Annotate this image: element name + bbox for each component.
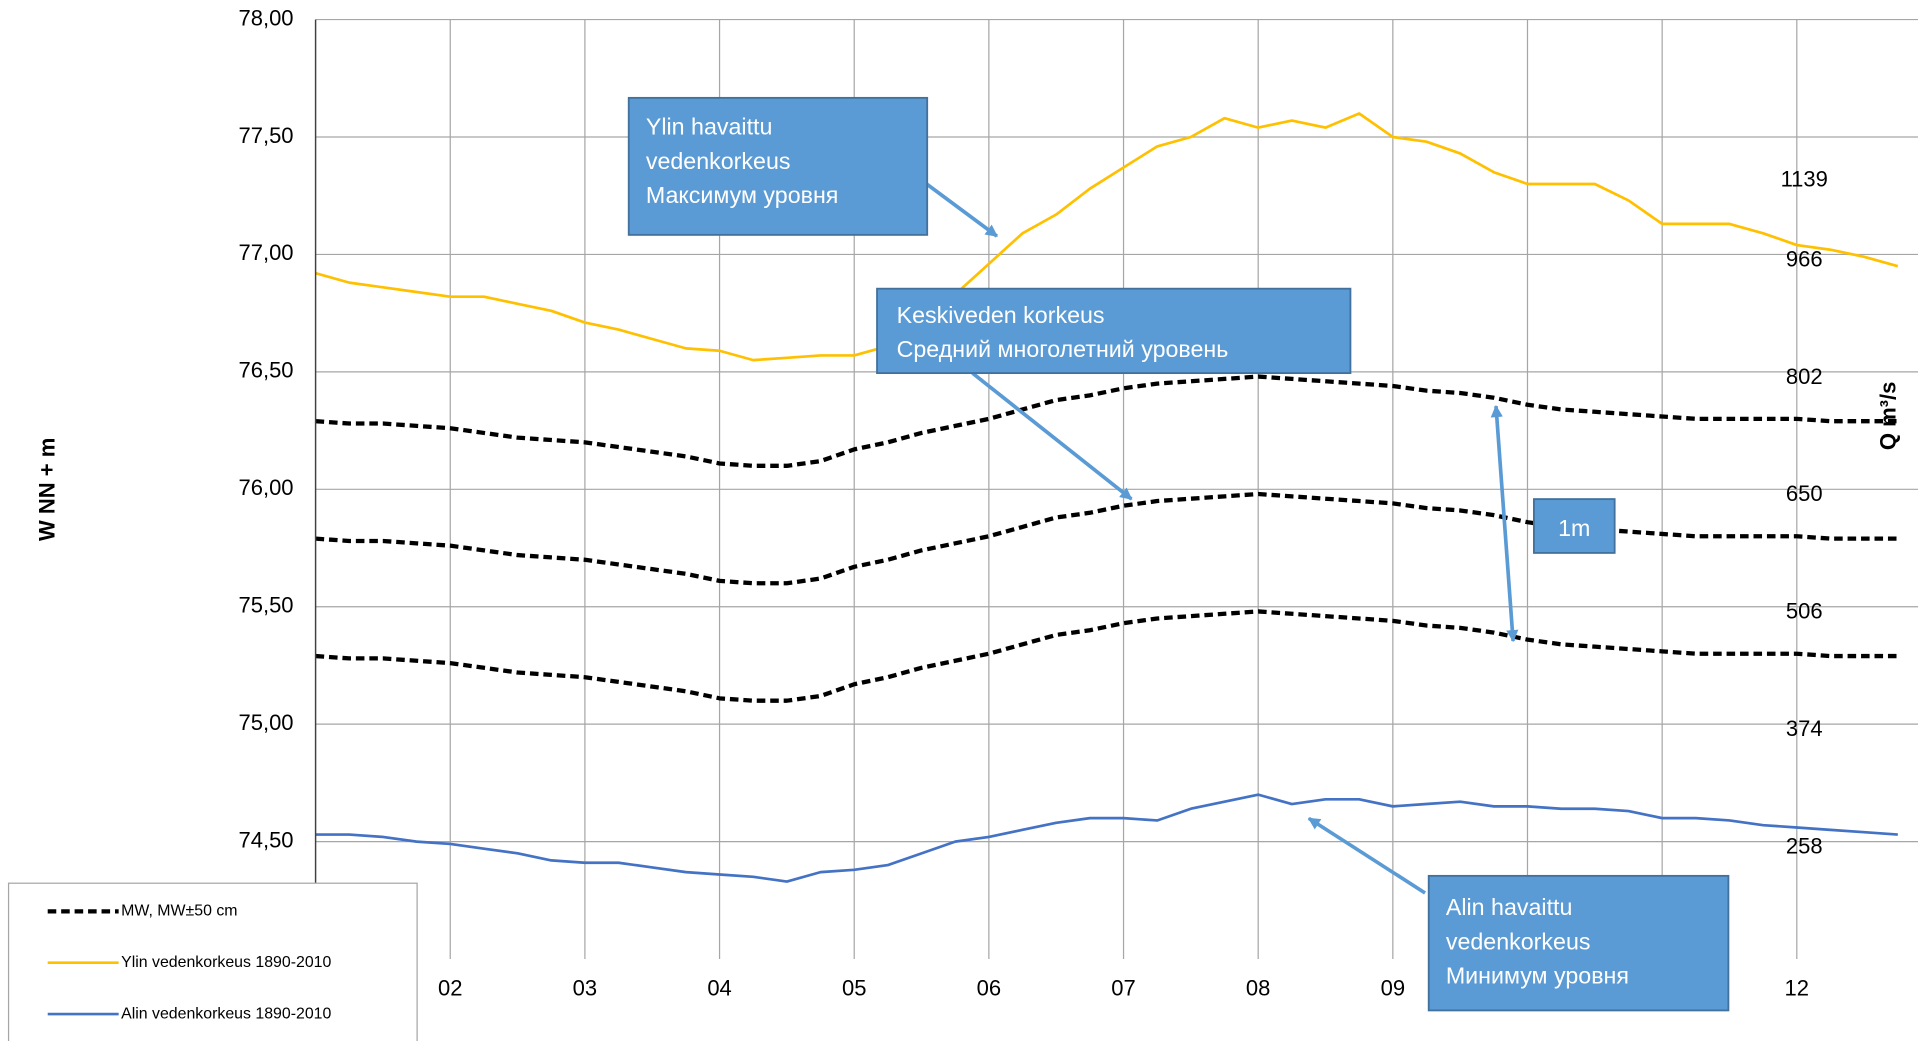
annotation-text: 1m bbox=[1558, 515, 1590, 541]
y-tick-label: 74,50 bbox=[239, 827, 294, 852]
y-tick-label: 77,00 bbox=[239, 240, 294, 265]
y-tick-label: 75,00 bbox=[239, 710, 294, 735]
legend-label: MW, MW±50 cm bbox=[121, 903, 237, 920]
y2-tick-label: 650 bbox=[1786, 481, 1823, 506]
annotation-box bbox=[627, 96, 929, 236]
series-line bbox=[315, 112, 1899, 362]
annotation-text: vedenkorkeus bbox=[646, 148, 791, 174]
x-tick-label: 09 bbox=[1381, 975, 1405, 1000]
series-line bbox=[315, 609, 1898, 703]
y-tick-label: 76,50 bbox=[239, 358, 294, 383]
annotation: 1m bbox=[1490, 404, 1616, 643]
arrow bbox=[971, 371, 1133, 501]
annotation-text: Keskiveden korkeus bbox=[897, 302, 1105, 328]
x-tick-label: 08 bbox=[1246, 975, 1270, 1000]
y-tick-label: 75,50 bbox=[239, 593, 294, 618]
x-tick-label: 03 bbox=[573, 975, 597, 1000]
annotation-text: Средний многолетний уровень bbox=[897, 336, 1229, 362]
annotation-text: Максимум уровня bbox=[646, 182, 839, 208]
x-tick-label: 04 bbox=[707, 975, 731, 1000]
series-line bbox=[315, 491, 1898, 586]
arrow bbox=[1307, 816, 1427, 895]
plot-lines bbox=[315, 112, 1899, 883]
arrow bbox=[924, 182, 999, 238]
annotation-text: Alin havaittu bbox=[1446, 894, 1573, 920]
legend-label: Alin vedenkorkeus 1890-2010 bbox=[121, 1005, 331, 1022]
annotation-text: Ylin havaittu bbox=[646, 114, 773, 140]
x-tick-label: 12 bbox=[1785, 975, 1809, 1000]
annotation-box bbox=[1427, 874, 1730, 1012]
annotation: Keskiveden korkeus Средний многолетний у… bbox=[876, 287, 1352, 501]
legend: MW, MW±50 cm Ylin vedenkorkeus 1890-2010 A… bbox=[7, 882, 418, 1041]
y2-tick-label: 1139 bbox=[1781, 167, 1828, 192]
y2-tick-label: 802 bbox=[1786, 364, 1823, 389]
x-tick-label: 05 bbox=[842, 975, 866, 1000]
y2-tick-label: 374 bbox=[1786, 716, 1823, 741]
annotation-box bbox=[1532, 498, 1616, 554]
annotation: Ylin havaittu vedenkorkeus Максимум уров… bbox=[627, 96, 999, 238]
x-tick-label: 06 bbox=[977, 975, 1001, 1000]
legend-label: Ylin vedenkorkeus 1890-2010 bbox=[121, 954, 331, 971]
annotation-box bbox=[876, 287, 1352, 375]
series-line bbox=[315, 793, 1898, 883]
y-axis-title: W NN + m bbox=[35, 438, 60, 541]
y2-tick-label: 258 bbox=[1786, 834, 1823, 859]
x-tick-label: 02 bbox=[438, 975, 462, 1000]
double-arrow bbox=[1490, 404, 1519, 643]
series-line bbox=[315, 374, 1898, 468]
annotation: Alin havaittu vedenkorkeus Минимум уровн… bbox=[1307, 816, 1730, 1012]
x-tick-label: 07 bbox=[1111, 975, 1135, 1000]
y2-tick-label: 506 bbox=[1786, 599, 1823, 624]
y-tick-label: 78,00 bbox=[239, 5, 294, 30]
grid: 74,50 75,00 75,50 76,00 76,50 77,00 77,50 78,00… bbox=[239, 5, 1918, 1000]
y2-axis-title: Q m³/s bbox=[1876, 382, 1901, 450]
y2-tick-label: 966 bbox=[1786, 246, 1823, 271]
y-tick-label: 76,00 bbox=[239, 475, 294, 500]
annotation-text: Минимум уровня bbox=[1446, 963, 1629, 989]
annotation-text: vedenkorkeus bbox=[1446, 928, 1591, 954]
y-tick-label: 77,50 bbox=[239, 123, 294, 148]
